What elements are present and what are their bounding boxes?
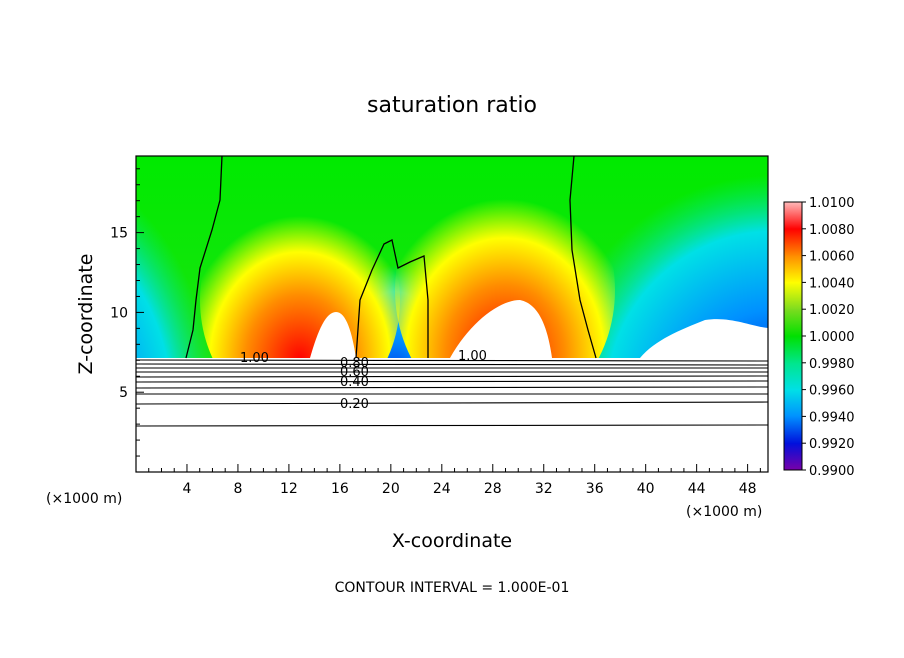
x-tick-label: 48: [739, 481, 757, 497]
colorbar-segment: [784, 416, 802, 444]
x-axis-label: X-coordinate: [392, 530, 512, 552]
colorbar: [783, 201, 806, 471]
contour-1-00-right: [569, 156, 597, 359]
white-patch-far-right: [640, 319, 768, 358]
x-tick-label: 12: [280, 481, 298, 497]
x-tick-label: 16: [331, 481, 349, 497]
colorbar-tick-label: 0.9940: [809, 410, 855, 425]
contour-label: 0.20: [340, 397, 369, 412]
y-axis-label: Z-coordinate: [75, 254, 97, 375]
colorbar-tick-label: 1.0040: [809, 276, 855, 291]
colorbar-segment: [784, 228, 802, 257]
colorbar-segment: [784, 282, 802, 310]
contour-interval-note: CONTOUR INTERVAL = 1.000E-01: [335, 580, 570, 596]
x-tick-label: 24: [433, 481, 451, 497]
contour-label: 0.80: [340, 356, 369, 371]
white-core-right: [450, 300, 552, 358]
x-tick-label: 44: [688, 481, 706, 497]
contour-labels: 1.00 1.00 0.80 0.60 0.40 0.20: [240, 349, 487, 412]
x-tick-label: 20: [382, 481, 400, 497]
y-tick-label: 10: [110, 305, 128, 321]
stable-layer-contours: [136, 359, 768, 427]
warm-plume-right: [395, 160, 615, 420]
colorbar-segment: [784, 336, 802, 364]
x-tick-label: 4: [183, 481, 192, 497]
lower-layer: [136, 358, 768, 472]
colorbar-tick-label: 0.9900: [809, 464, 855, 479]
y-tick-label: 15: [110, 226, 128, 242]
contour-label: 1.00: [458, 349, 487, 364]
plot-frame: [135, 155, 769, 473]
colorbar-tick-label: 1.0100: [809, 196, 855, 211]
colorbar-segment: [784, 389, 802, 417]
y-tick-label: 5: [119, 385, 128, 401]
colorbar-tick-label: 1.0060: [809, 250, 855, 265]
white-core-left: [310, 312, 356, 358]
colorbar-segment: [784, 309, 802, 337]
contour-label: 0.40: [340, 375, 369, 390]
contour-label: 0.60: [340, 365, 369, 380]
axis-ticks: [136, 168, 761, 472]
colorbar-labels: 1.0100 1.0080 1.0060 1.0040 1.0020 1.0000 0.99…: [809, 196, 855, 479]
colorbar-tick-label: 0.9980: [809, 357, 855, 372]
x-tick-label: 8: [233, 481, 242, 497]
colorbar-segment: [784, 443, 802, 471]
colorbar-tick-label: 1.0080: [809, 223, 855, 238]
colorbar-segment: [784, 362, 802, 391]
x-tick-labels: 4 8 12 16 20 24 28 32 36 40 44 48: [183, 481, 757, 497]
colorbar-segment: [784, 202, 802, 230]
colorbar-tick-label: 0.9920: [809, 437, 855, 452]
colorbar-tick-label: 1.0000: [809, 330, 855, 345]
x-tick-label: 28: [484, 481, 502, 497]
colorbar-tick-label: 0.9960: [809, 384, 855, 399]
y-tick-labels: 5 10 15: [110, 226, 128, 402]
contour-label: 1.00: [240, 351, 269, 366]
x-tick-label: 40: [637, 481, 655, 497]
chart-title: saturation ratio: [367, 93, 537, 118]
plot-area: [136, 156, 768, 472]
x-tick-label: 36: [586, 481, 604, 497]
colorbar-tick-label: 1.0020: [809, 303, 855, 318]
x-axis-unit-right: (×1000 m): [686, 504, 762, 520]
x-axis-unit-left: (×1000 m): [46, 491, 122, 507]
x-tick-label: 32: [535, 481, 553, 497]
contour-1-00-left: [185, 156, 223, 359]
colorbar-segment: [784, 255, 802, 283]
contour-1-00-middle: [355, 239, 429, 359]
